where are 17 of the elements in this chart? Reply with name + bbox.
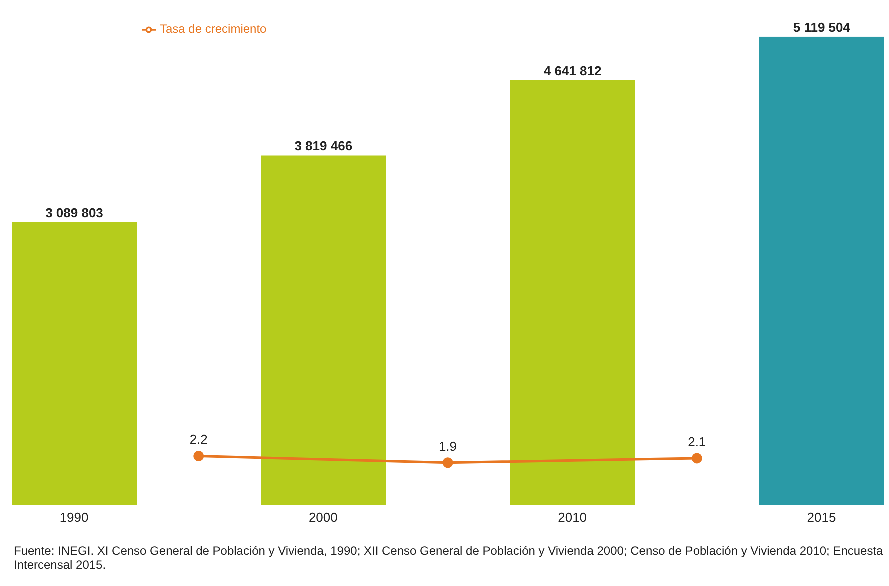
data-label: 2.1 [688,434,706,450]
bar [261,156,386,505]
bar [12,222,137,505]
data-label: 3 089 803 [46,205,104,220]
legend-label: Tasa de crecimiento [160,22,267,36]
data-label: 3 819 466 [294,138,353,154]
bar [510,80,636,505]
data-label: 4 641 812 [544,64,602,79]
data-label: 1.9 [438,438,458,454]
x-tick-label: 2010 [558,510,588,526]
source-note: Fuente: INEGI. XI Censo General de Población y Vivienda, 1990; XII Censo General de Población y Vivienda 2000; Censo de Población y Vivienda 2010; Encuesta Intercensal 2015. [14,544,884,572]
bar [759,36,884,505]
data-label: 5 119 504 [793,20,852,35]
x-tick-label: 2015 [807,510,836,526]
x-tick-label: 1990 [60,510,89,526]
data-label: 2.2 [190,432,208,448]
x-tick-label: 2000 [308,510,338,526]
